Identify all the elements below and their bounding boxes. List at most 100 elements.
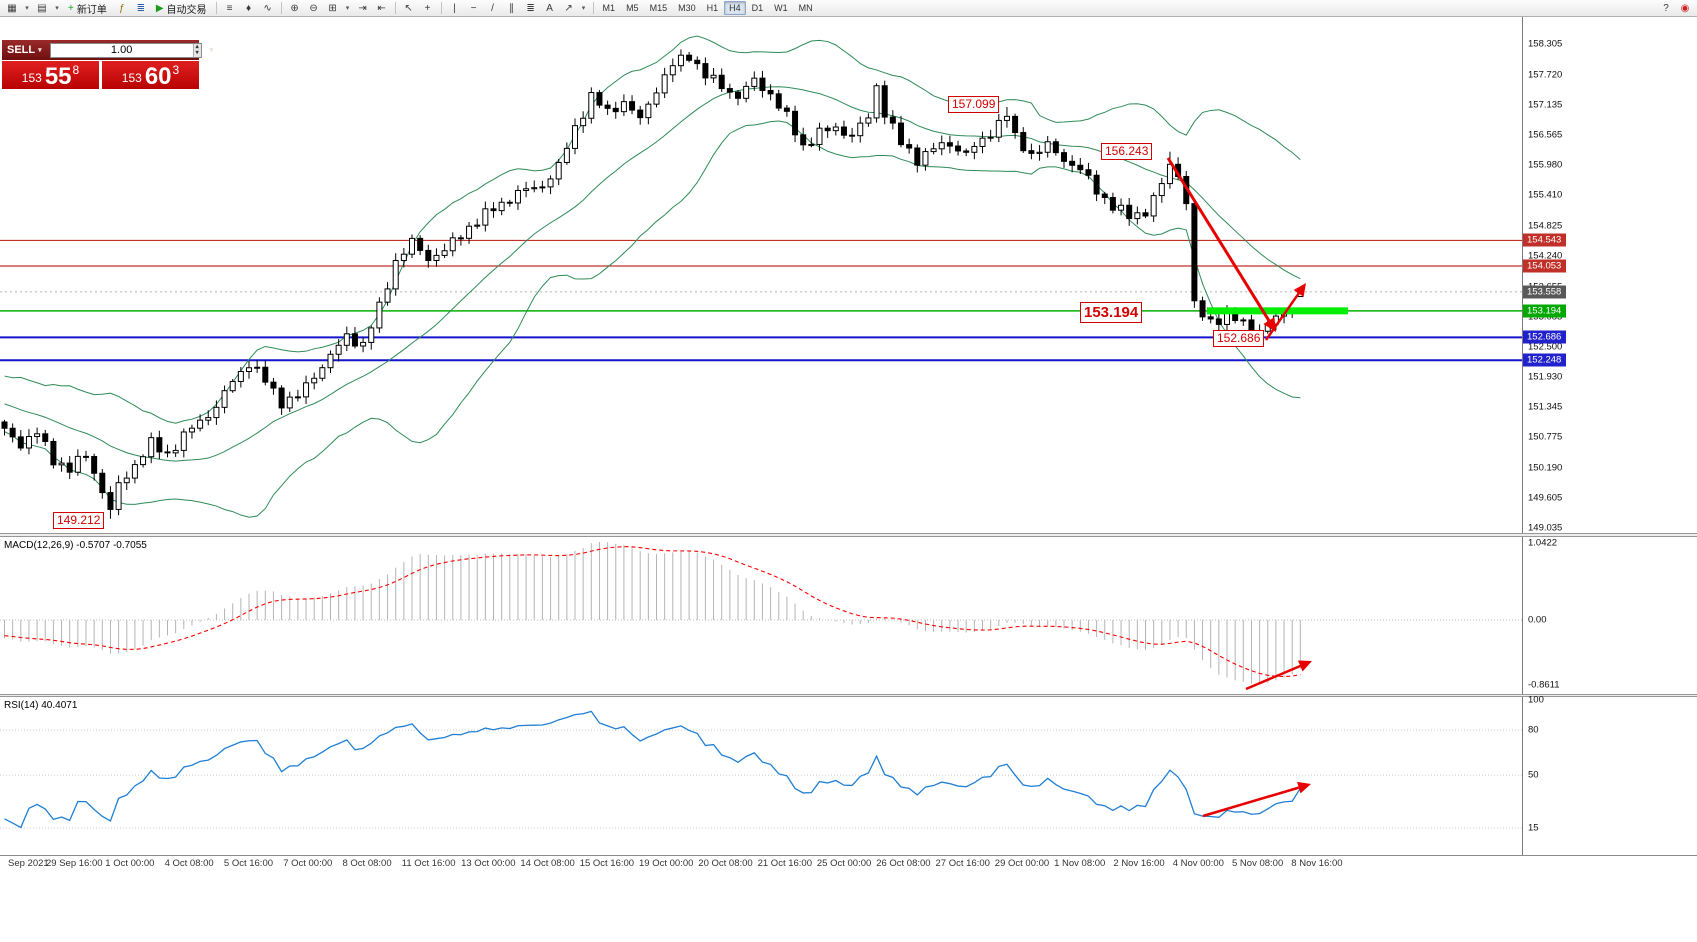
timeframe-m1-button[interactable]: M1 — [602, 3, 616, 13]
candle — [449, 232, 456, 257]
volume-up-icon[interactable]: ▴ — [195, 44, 199, 50]
candle — [140, 454, 147, 468]
candle — [9, 423, 16, 443]
main-price-chart[interactable] — [0, 17, 1522, 533]
candle — [1003, 106, 1010, 128]
buy-label[interactable]: BUY — [216, 44, 240, 56]
candlestick-chart-icon[interactable]: ♦ — [245, 2, 252, 14]
candle — [327, 350, 334, 374]
new-chart-icon[interactable]: ▦ — [7, 2, 17, 14]
price-axis — [1522, 17, 1697, 855]
volume-down-icon[interactable]: ▾ — [195, 50, 199, 56]
timeframe-h1-button[interactable]: H1 — [706, 3, 719, 13]
macd-panel[interactable] — [0, 537, 1522, 694]
zoom-in-icon[interactable]: ⊕ — [290, 2, 299, 14]
macd-indicator-label: MACD(12,26,9) -0.5707 -0.7055 — [4, 540, 147, 551]
text-label-icon[interactable]: A — [546, 2, 553, 14]
buy-dropdown-icon[interactable]: ▾ — [209, 47, 214, 54]
candle — [42, 429, 49, 447]
profiles-dropdown-icon[interactable]: ▾ — [55, 5, 59, 12]
support-zone-highlight[interactable] — [1207, 307, 1348, 315]
candle — [767, 84, 774, 101]
candle — [360, 337, 367, 353]
timeframe-m30-button[interactable]: M30 — [678, 3, 696, 13]
trade-panel-header: SELL ▾ ▴ ▾ ▾ BUY — [2, 40, 239, 60]
horizontal-line-icon[interactable]: − — [470, 2, 477, 14]
trendline-icon[interactable]: / — [491, 2, 494, 14]
timeframe-m5-button[interactable]: M5 — [626, 3, 639, 13]
indicators-icon[interactable]: ƒ — [119, 2, 125, 14]
candle — [164, 444, 171, 458]
volume-input[interactable] — [50, 43, 193, 57]
chart-shift-icon[interactable]: ⇤ — [377, 2, 386, 14]
trend-arrow[interactable] — [1245, 664, 1301, 691]
help-icon[interactable]: ? — [1663, 2, 1669, 14]
candle — [971, 141, 978, 160]
candle — [17, 430, 24, 451]
candle — [840, 120, 847, 139]
candle — [83, 450, 89, 462]
auto-trading-button[interactable]: ▶ 自动交易 — [151, 0, 212, 16]
timeframe-mn-button[interactable]: MN — [798, 3, 813, 13]
candle — [1150, 192, 1157, 222]
candle — [335, 339, 342, 362]
trend-arrow[interactable] — [1202, 786, 1300, 818]
vertical-line-icon[interactable]: | — [453, 2, 456, 14]
timeframe-h4-button[interactable]: H4 — [724, 1, 746, 15]
tile-dropdown-icon[interactable]: ▾ — [345, 5, 350, 12]
cursor-icon[interactable]: ↖ — [404, 2, 413, 14]
candle — [392, 253, 399, 296]
crosshair-icon[interactable]: + — [424, 2, 431, 14]
new-chart-dropdown-icon[interactable]: ▾ — [25, 5, 29, 12]
time-axis-label: 14 Oct 08:00 — [520, 858, 575, 869]
line-chart-icon[interactable]: ∿ — [263, 2, 272, 14]
timeframe-w1-button[interactable]: W1 — [774, 3, 788, 13]
time-axis-label: 29 Oct 00:00 — [994, 858, 1050, 869]
candle — [425, 244, 432, 268]
candle — [677, 49, 684, 72]
candle — [457, 234, 464, 246]
trend-arrow[interactable] — [1166, 157, 1271, 322]
sell-label[interactable]: SELL — [7, 44, 36, 56]
candle — [131, 460, 138, 484]
market-watch-icon[interactable]: ≣ — [136, 2, 146, 14]
fibonacci-icon[interactable]: ≣ — [526, 2, 535, 14]
notification-icon[interactable]: ◉ — [1680, 2, 1690, 14]
candle — [555, 158, 562, 186]
objects-dropdown-icon[interactable]: ▾ — [581, 5, 586, 12]
candle — [409, 234, 415, 258]
macd-signal-line — [4, 546, 1301, 678]
volume-spinner[interactable]: ▴ ▾ — [192, 43, 201, 57]
bollinger-lower-band — [4, 120, 1301, 518]
candle — [898, 115, 904, 148]
sell-button[interactable]: 153 55 8 — [2, 61, 99, 89]
buy-button[interactable]: 153 60 3 — [102, 61, 199, 89]
candle — [1134, 206, 1141, 225]
timeframe-m15-button[interactable]: M15 — [649, 3, 668, 13]
rsi-panel[interactable] — [0, 697, 1522, 855]
candle — [783, 104, 790, 117]
trend-arrow[interactable] — [1264, 292, 1300, 341]
arrows-tool-icon[interactable]: ↗ — [564, 2, 573, 14]
candle — [115, 475, 122, 516]
timeframe-d1-button[interactable]: D1 — [751, 3, 764, 13]
panel-separator-rsi[interactable] — [0, 694, 1697, 697]
time-axis-label: 11 Oct 16:00 — [401, 858, 456, 869]
candle — [66, 455, 73, 479]
sell-dropdown-icon[interactable]: ▾ — [38, 47, 42, 54]
candle — [25, 429, 32, 455]
candle — [514, 185, 521, 210]
new-order-button[interactable]: + 新订单 — [63, 0, 112, 16]
profiles-icon[interactable]: ▤ — [37, 2, 47, 14]
trend-arrowhead — [1297, 660, 1312, 672]
time-axis-label: 26 Oct 08:00 — [876, 858, 931, 869]
candle — [1036, 145, 1043, 161]
equidistant-channel-icon[interactable]: ∥ — [509, 2, 515, 14]
time-axis-label: 15 Oct 16:00 — [579, 858, 635, 869]
tile-windows-icon[interactable]: ⊞ — [328, 2, 337, 14]
candle — [963, 148, 970, 157]
bar-chart-icon[interactable]: ≡ — [226, 2, 233, 14]
panel-separator-macd[interactable] — [0, 533, 1697, 537]
auto-scroll-icon[interactable]: ⇥ — [358, 2, 367, 14]
zoom-out-icon[interactable]: ⊖ — [309, 2, 318, 14]
